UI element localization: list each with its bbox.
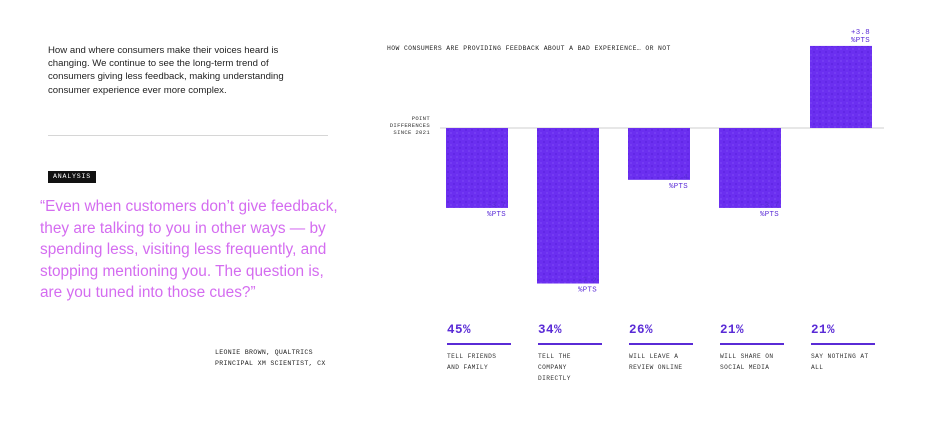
attribution-name: LEONIE BROWN, QUALTRICS [215,349,313,356]
pull-quote: “Even when customers don’t give feedback… [40,196,340,304]
category-label: WILL SHARE ON SOCIAL MEDIA [720,352,774,371]
category-label: TELL THE COMPANY DIRECTLY [538,352,571,382]
bar-2 [537,128,599,284]
attribution-title: PRINCIPAL XM SCIENTIST, CX [215,360,326,367]
intro-text: How and where consumers make their voice… [48,45,284,96]
category-item: 26% WILL LEAVE A REVIEW ONLINE [629,323,699,373]
bar-unit-label: %PTS [487,211,506,219]
category-label: SAY NOTHING AT ALL [811,352,869,371]
bar-1 [446,128,508,208]
section-divider [48,135,328,136]
analysis-tag: ANALYSIS [48,171,97,183]
category-share: 34% [538,323,563,337]
category-label: WILL LEAVE A REVIEW ONLINE [629,352,683,371]
category-share: 21% [811,323,836,337]
category-share: 26% [629,323,654,337]
bar-unit-label: %PTS [578,287,597,295]
axis-label: POINT DIFFERENCES SINCE 2021 [389,115,430,136]
category-label: TELL FRIENDS AND FAMILY [447,352,497,371]
pull-quote-text: “Even when customers don’t give feedback… [40,198,338,302]
category-rule [447,343,511,345]
quote-attribution: LEONIE BROWN, QUALTRICS PRINCIPAL XM SCI… [215,347,326,369]
category-rule [811,343,875,345]
bar-value-label: −7.2 [578,278,597,286]
category-item: 45% TELL FRIENDS AND FAMILY [447,323,517,373]
category-rule [720,343,784,345]
bar-unit-label: %PTS [669,183,688,191]
category-share: 45% [447,323,472,337]
category-item: 21% SAY NOTHING AT ALL [811,323,881,373]
bar-5 [810,45,872,128]
category-item: 34% TELL THE COMPANY DIRECTLY [538,323,608,384]
category-item: 21% WILL SHARE ON SOCIAL MEDIA [720,323,790,373]
bar-3 [628,128,690,180]
bar-unit-label: %PTS [760,211,779,219]
bar-value-label: −3.7 [760,202,779,210]
chart-title: HOW CONSUMERS ARE PROVIDING FEEDBACK ABO… [387,45,671,52]
bar-value-label: +3.8 [851,29,870,37]
bar-4 [719,128,781,208]
bar-value-label: −3.7 [487,202,506,210]
bar-unit-label: %PTS [851,37,870,45]
category-rule [538,343,602,345]
category-share: 21% [720,323,745,337]
category-rule [629,343,693,345]
bar-value-label: −2.4 [669,174,688,182]
